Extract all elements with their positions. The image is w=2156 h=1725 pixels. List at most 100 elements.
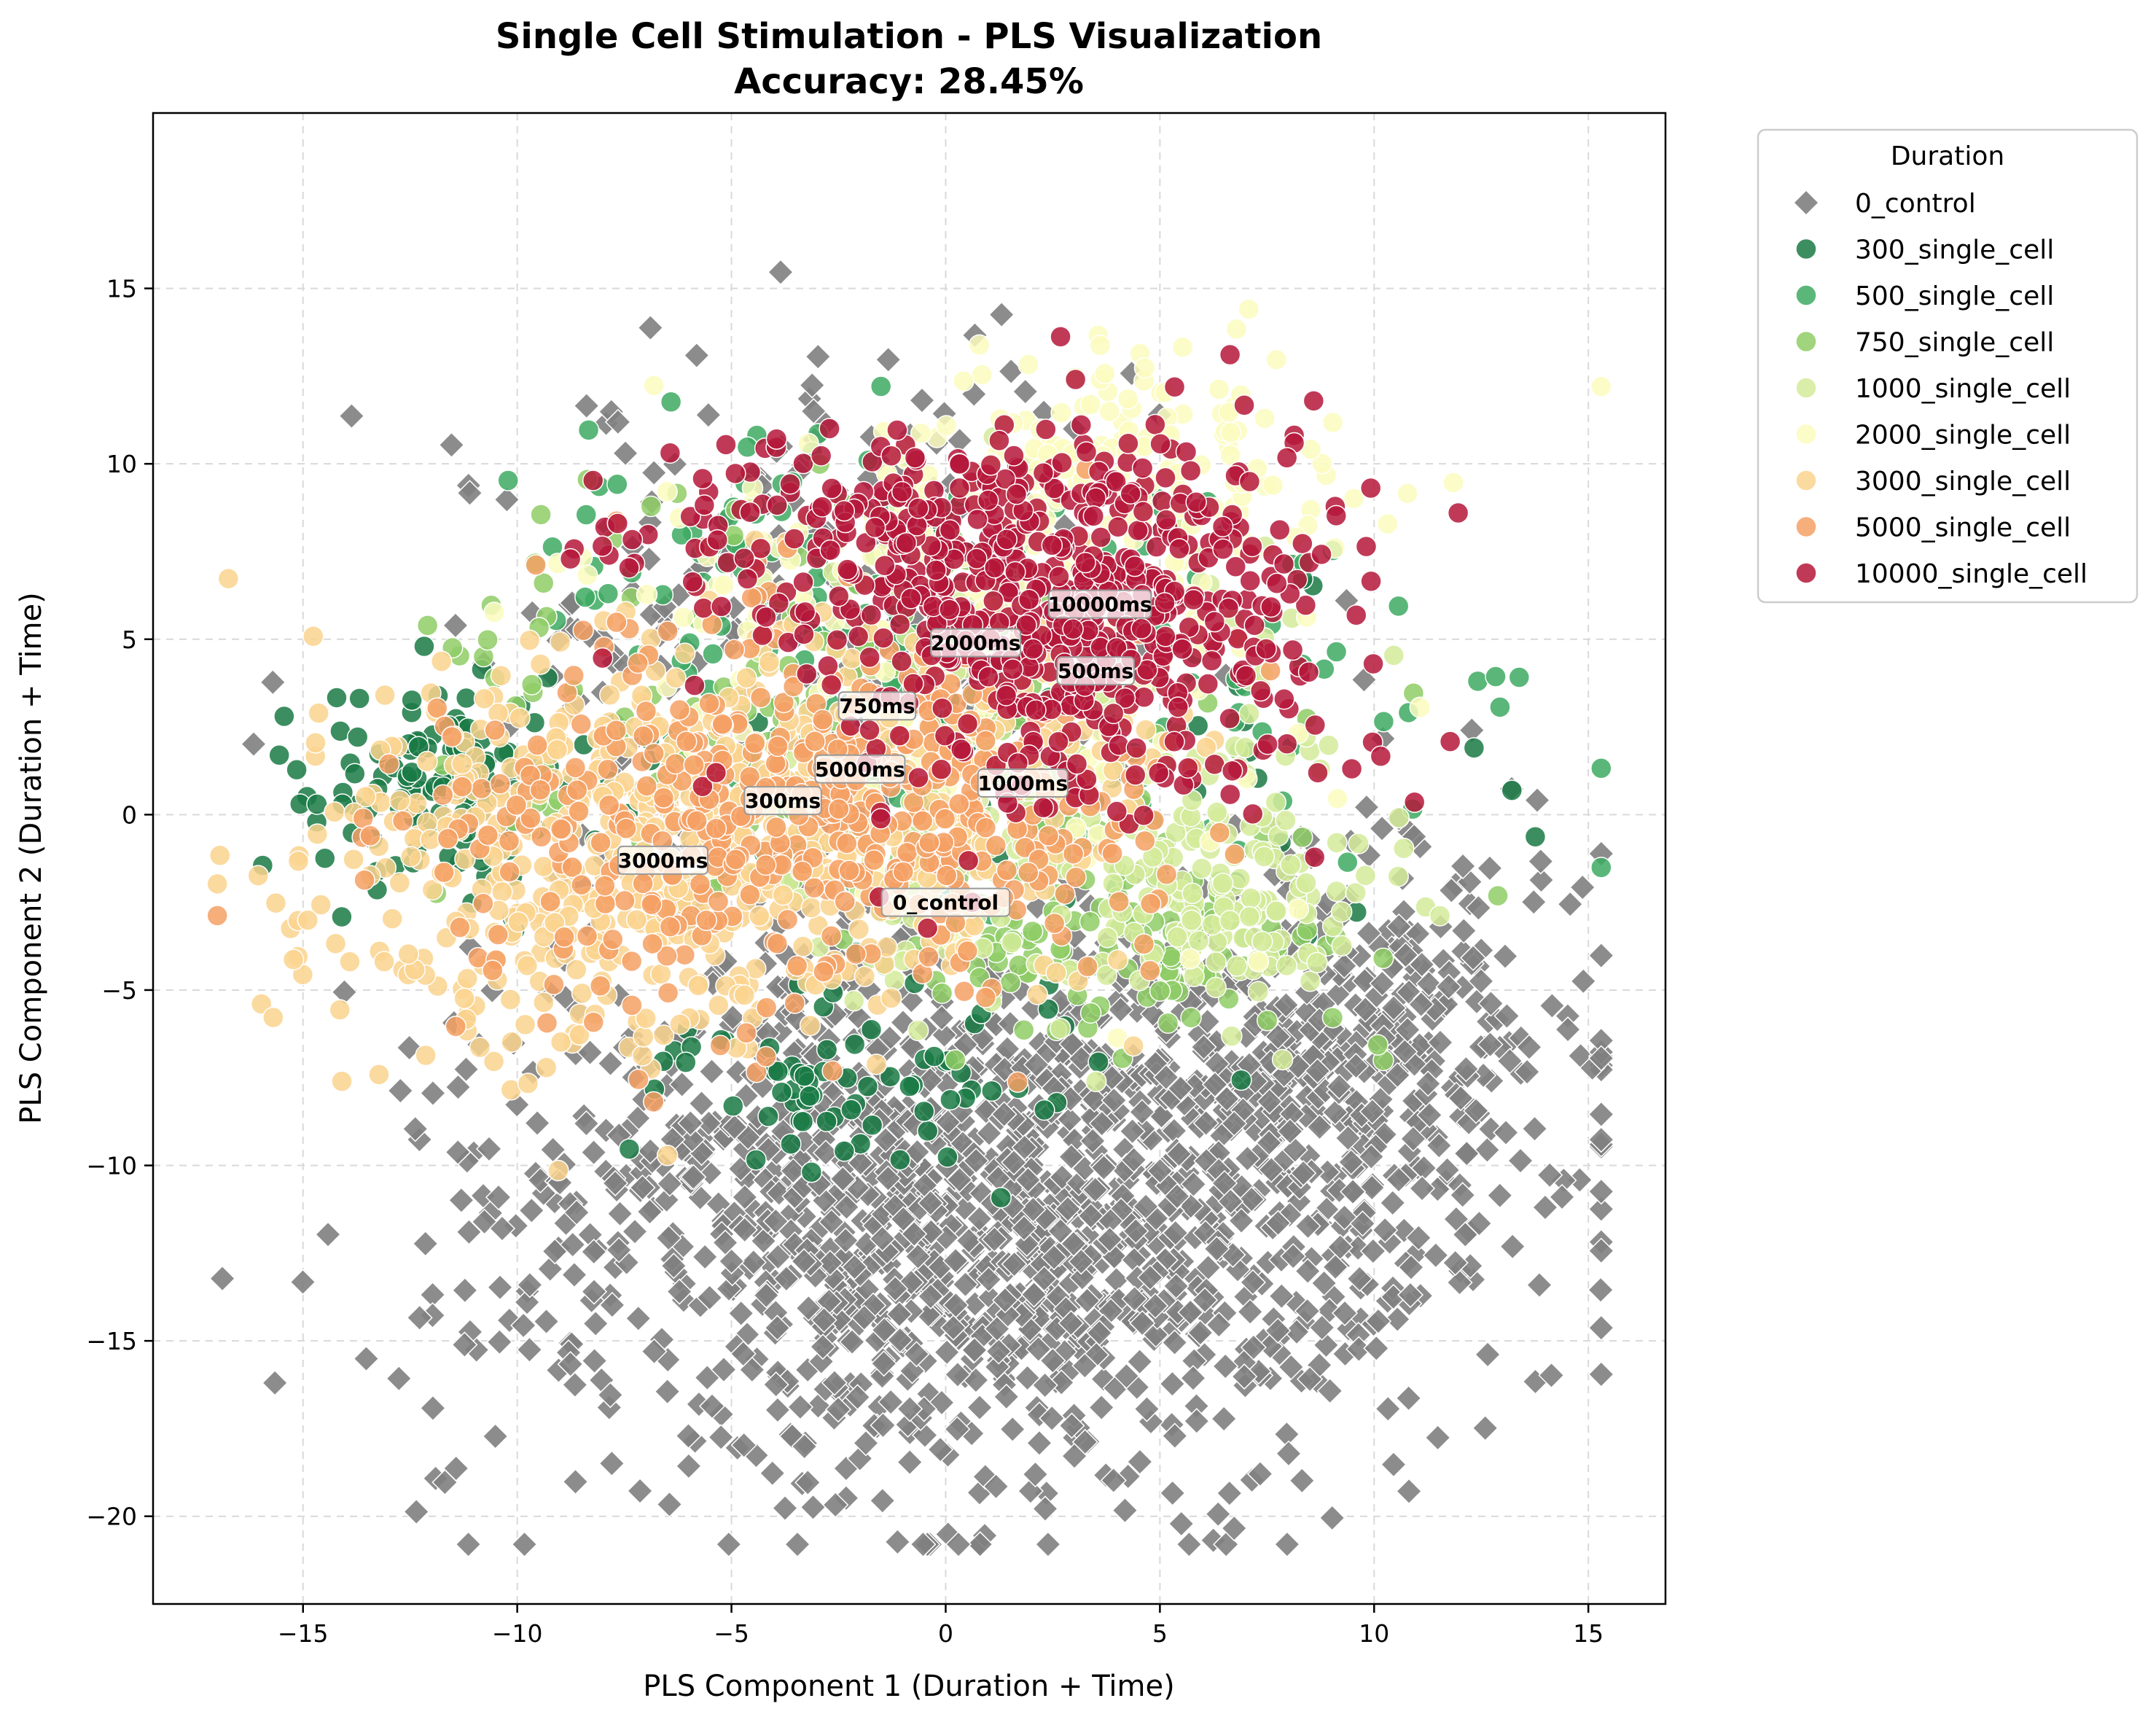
data-point (518, 1197, 545, 1224)
data-point (910, 1531, 937, 1558)
data-point (1205, 1500, 1232, 1527)
data-point (1037, 998, 1059, 1020)
data-point (536, 1255, 563, 1282)
data-point (735, 1022, 757, 1044)
data-point (1460, 944, 1487, 971)
data-point (870, 375, 892, 397)
data-point (1205, 976, 1227, 999)
data-point (572, 619, 594, 642)
data-point (1489, 696, 1511, 718)
data-point (745, 1149, 767, 1171)
data-point (1120, 1146, 1147, 1173)
data-point (1079, 1002, 1102, 1024)
data-point (1294, 1298, 1321, 1325)
data-point (687, 974, 709, 997)
data-point (861, 1114, 883, 1136)
data-point (897, 1449, 923, 1476)
data-point (820, 925, 843, 947)
data-point (1393, 837, 1415, 860)
data-point (1225, 1256, 1251, 1283)
data-point (1058, 1309, 1085, 1336)
data-point (1262, 474, 1284, 497)
data-point (718, 1247, 745, 1274)
data-point (668, 698, 691, 721)
data-point (934, 1339, 961, 1366)
data-point (282, 949, 305, 970)
data-point (1449, 1182, 1476, 1209)
data-point (863, 849, 885, 871)
data-point (536, 1012, 558, 1034)
data-point (800, 1161, 823, 1183)
data-point (1308, 1314, 1335, 1341)
data-point (546, 739, 569, 761)
data-point (983, 1473, 1009, 1500)
data-point (484, 719, 506, 741)
data-point (1049, 1164, 1076, 1191)
data-point (773, 1265, 800, 1292)
data-point (1079, 394, 1102, 416)
data-point (733, 984, 756, 1006)
data-point (505, 794, 528, 817)
data-point (791, 1247, 818, 1275)
data-point (698, 693, 720, 714)
data-point (792, 452, 814, 475)
data-point (606, 473, 628, 495)
data-point (917, 1067, 944, 1094)
data-point (1363, 1335, 1390, 1362)
data-point (968, 334, 991, 356)
data-point (884, 1528, 911, 1555)
data-point (1321, 1099, 1349, 1126)
data-point (1201, 914, 1224, 936)
data-point (1058, 1143, 1085, 1170)
data-point (1434, 1156, 1461, 1183)
data-point (451, 752, 473, 775)
data-point (438, 432, 465, 459)
data-point (566, 959, 587, 981)
data-point (618, 1138, 641, 1160)
data-point (1292, 826, 1313, 849)
data-point (419, 1395, 446, 1422)
data-point (1295, 872, 1317, 894)
data-point (573, 1110, 600, 1137)
data-point (1276, 733, 1298, 755)
data-point (1539, 992, 1566, 1019)
data-point (262, 1006, 284, 1029)
data-point (834, 890, 856, 913)
data-point (869, 1226, 896, 1253)
data-point (1133, 357, 1156, 379)
data-point (549, 631, 571, 653)
data-point (767, 1060, 789, 1083)
data-point (770, 1081, 793, 1103)
data-point (1348, 833, 1370, 854)
data-point (451, 1277, 478, 1304)
data-point (453, 987, 475, 1010)
data-point (1095, 964, 1118, 986)
data-point (1079, 1127, 1106, 1154)
data-point (1101, 843, 1123, 865)
data-point (1351, 666, 1378, 693)
data-point (1001, 932, 1023, 954)
data-point (918, 1218, 945, 1245)
data-point (757, 1105, 779, 1127)
data-point (326, 687, 348, 709)
data-point (527, 1167, 554, 1194)
data-point (1139, 892, 1162, 915)
data-point (1526, 1272, 1553, 1298)
data-point (1486, 1182, 1513, 1209)
data-point (629, 1174, 656, 1201)
data-point (614, 889, 636, 912)
data-point (870, 1411, 897, 1439)
data-point (339, 951, 361, 973)
data-point (314, 847, 336, 869)
data-point (533, 1308, 560, 1335)
data-point (740, 1249, 767, 1276)
data-point (896, 841, 918, 864)
data-point (999, 1416, 1026, 1443)
data-point (1096, 1226, 1123, 1253)
data-point (1214, 1086, 1241, 1113)
data-point (441, 725, 463, 748)
data-point (605, 719, 628, 741)
data-point (1501, 779, 1523, 801)
data-point (673, 642, 696, 664)
data-point (529, 779, 552, 801)
